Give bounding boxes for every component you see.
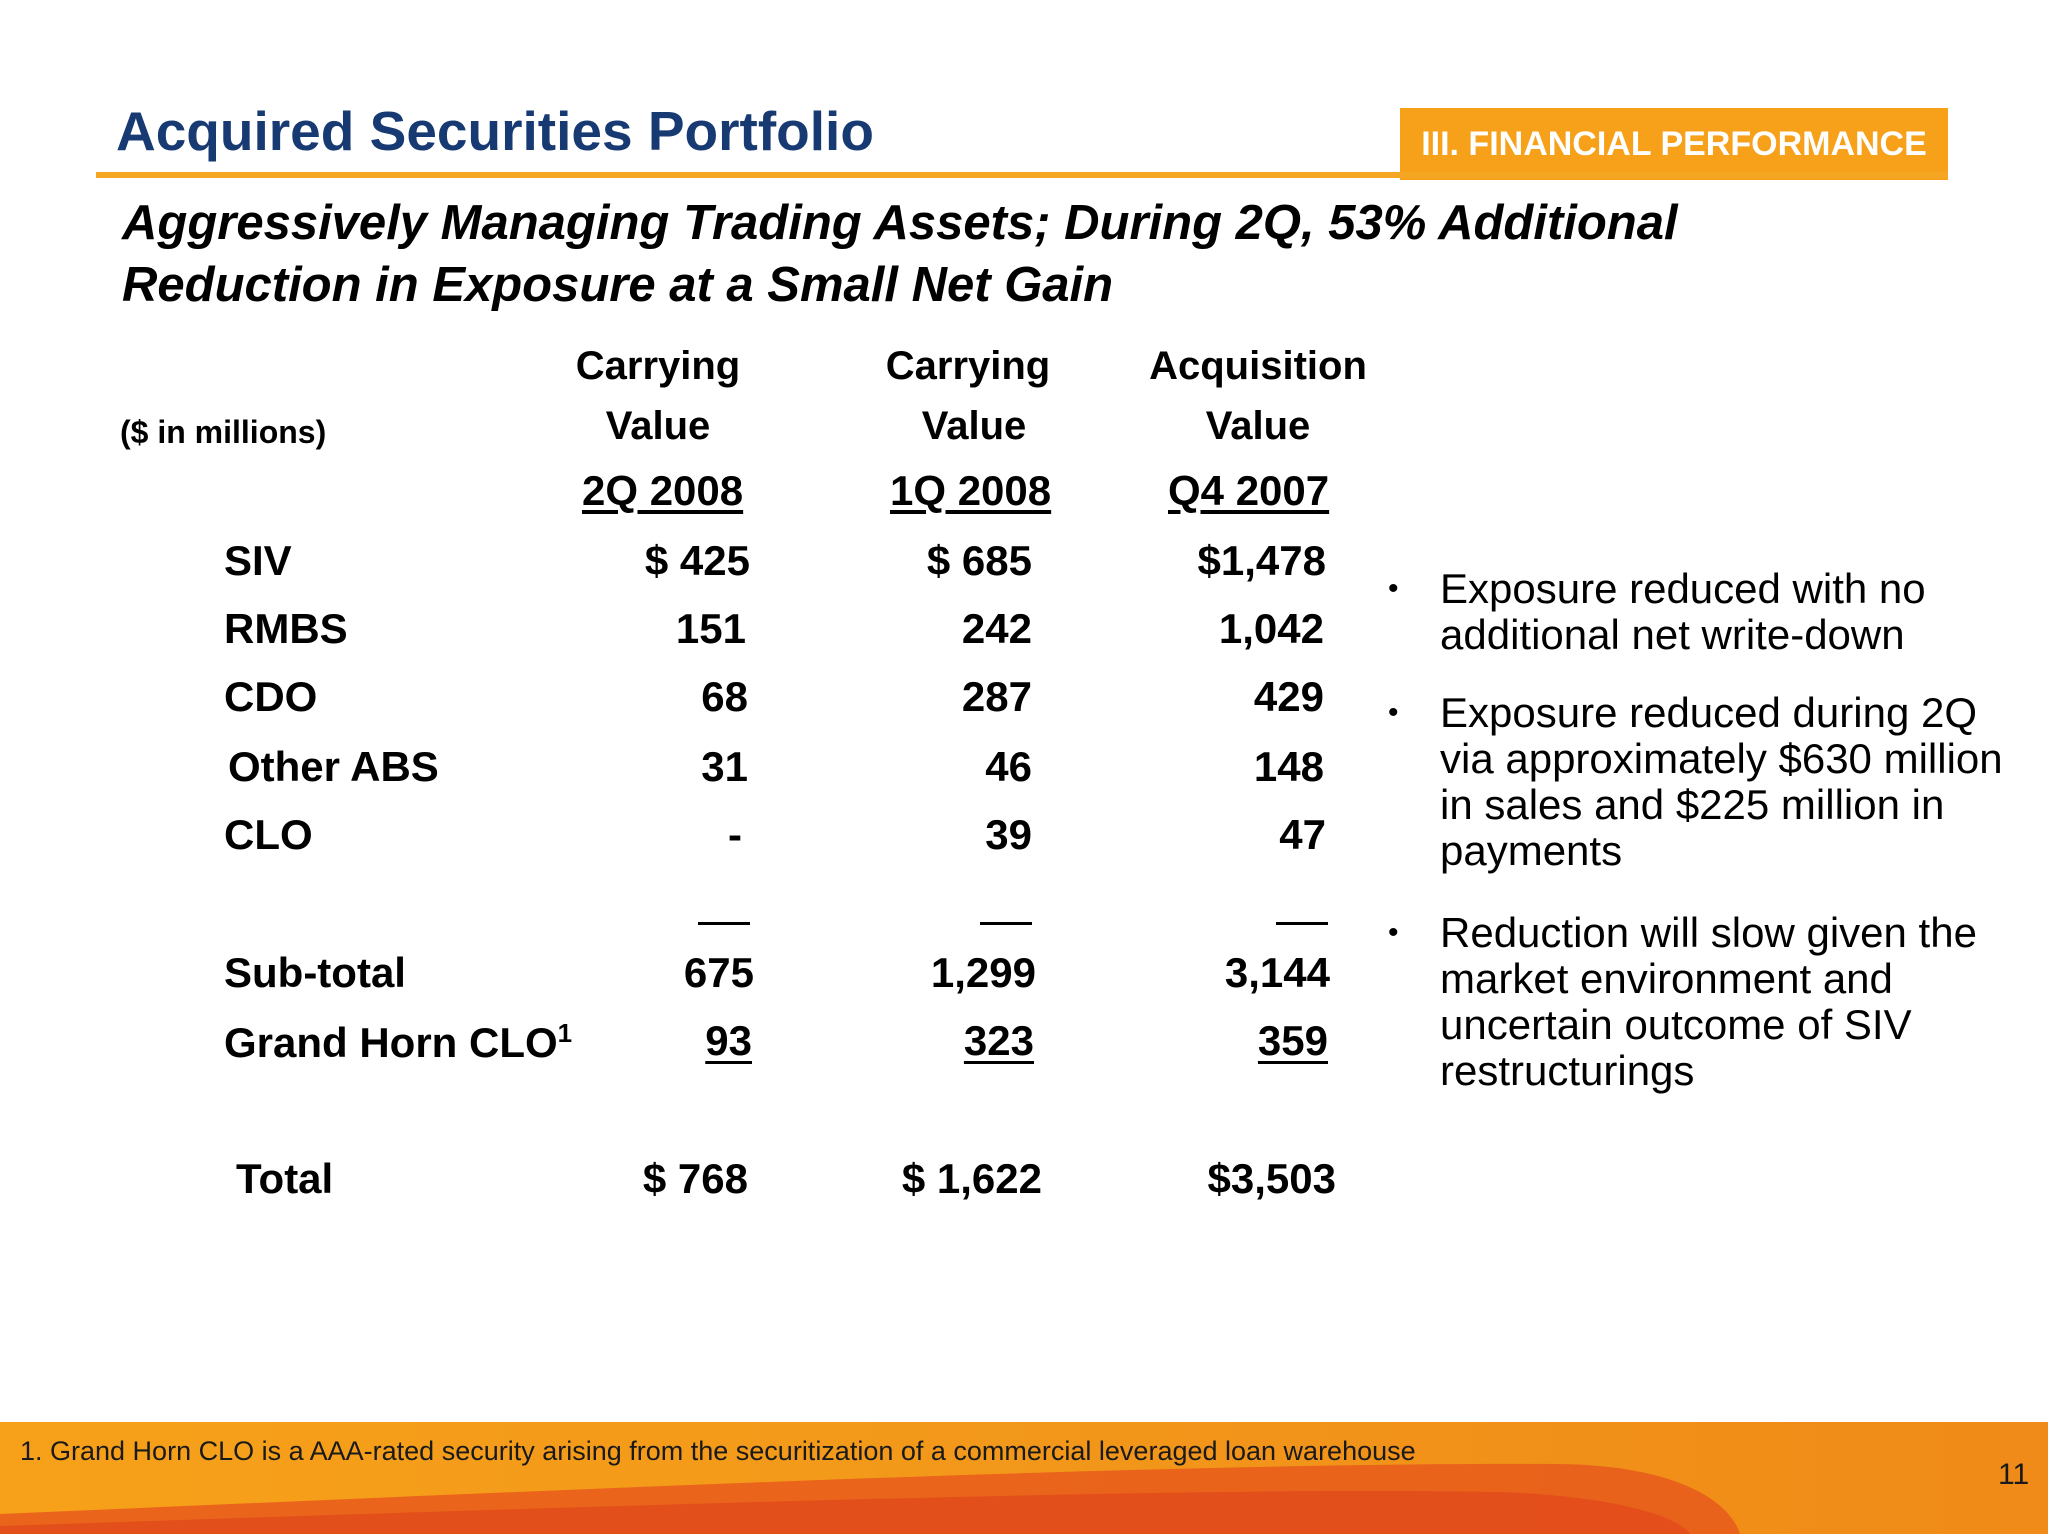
bullet-item: Exposure reduced during 2Q via approxima… bbox=[1380, 690, 2040, 874]
subtotal-rule-col2 bbox=[980, 922, 1032, 925]
cell-cdo-1q2008: 287 bbox=[961, 673, 1032, 720]
bullet-list: Exposure reduced with no additional net … bbox=[1380, 566, 2040, 1126]
cell-siv-1q2008: $ 685 bbox=[926, 537, 1032, 584]
section-badge: III. FINANCIAL PERFORMANCE bbox=[1400, 108, 1948, 180]
cell-grand-horn-2q2008: 93 bbox=[705, 1017, 752, 1064]
col2-header-line1: Carrying bbox=[885, 344, 1051, 388]
row-label-rmbs: RMBS bbox=[224, 605, 348, 652]
cell-rmbs-2q2008: 151 bbox=[675, 605, 746, 652]
footnote: 1. Grand Horn CLO is a AAA-rated securit… bbox=[20, 1436, 1416, 1466]
cell-other-abs-1q2008: 46 bbox=[985, 743, 1032, 790]
grand-horn-label-text: Grand Horn CLO bbox=[224, 1019, 558, 1066]
cell-total-2q2008: $ 768 bbox=[642, 1155, 748, 1202]
bullet-item: Exposure reduced with no additional net … bbox=[1380, 566, 2040, 658]
col3-header-line1: Acquisition bbox=[1149, 344, 1367, 388]
cell-other-abs-2q2008: 31 bbox=[701, 743, 748, 790]
footer-swoosh bbox=[0, 1463, 1740, 1534]
col1-header-line2: Value bbox=[605, 404, 711, 448]
subtotal-rule-col3 bbox=[1276, 922, 1328, 925]
cell-rmbs-1q2008: 242 bbox=[961, 605, 1032, 652]
row-label-cdo: CDO bbox=[224, 673, 318, 720]
col3-header-line2: Value bbox=[1205, 404, 1311, 448]
cell-total-q42007: $3,503 bbox=[1207, 1155, 1336, 1202]
cell-siv-q42007: $1,478 bbox=[1197, 537, 1326, 584]
footnote-marker: 1 bbox=[557, 1018, 573, 1048]
cell-clo-q42007: 47 bbox=[1279, 811, 1326, 858]
slide-title: Acquired Securities Portfolio bbox=[116, 100, 874, 162]
row-label-subtotal: Sub-total bbox=[224, 949, 406, 996]
row-label-grand-horn-clo: Grand Horn CLO1 bbox=[224, 1020, 572, 1064]
cell-cdo-q42007: 429 bbox=[1253, 673, 1324, 720]
cell-grand-horn-1q2008: 323 bbox=[963, 1017, 1034, 1064]
col3-period: Q4 2007 bbox=[1168, 467, 1330, 514]
cell-other-abs-q42007: 148 bbox=[1253, 743, 1324, 790]
cell-subtotal-q42007: 3,144 bbox=[1224, 949, 1330, 996]
bullet-item: Reduction will slow given the market env… bbox=[1380, 910, 2040, 1094]
row-label-other-abs: Other ABS bbox=[228, 743, 439, 790]
col1-period: 2Q 2008 bbox=[582, 467, 744, 514]
col1-header-line1: Carrying bbox=[575, 344, 741, 388]
row-label-siv: SIV bbox=[224, 537, 292, 584]
cell-cdo-2q2008: 68 bbox=[701, 673, 748, 720]
col2-header-line2: Value bbox=[921, 404, 1027, 448]
units-label: ($ in millions) bbox=[120, 414, 327, 450]
row-label-total: Total bbox=[236, 1155, 334, 1202]
cell-subtotal-1q2008: 1,299 bbox=[930, 949, 1036, 996]
title-divider bbox=[96, 172, 1948, 178]
cell-rmbs-q42007: 1,042 bbox=[1218, 605, 1324, 652]
subtotal-rule-col1 bbox=[698, 922, 750, 925]
slide-subtitle: Aggressively Managing Trading Assets; Du… bbox=[122, 196, 1678, 312]
cell-grand-horn-q42007: 359 bbox=[1257, 1017, 1328, 1064]
cell-clo-1q2008: 39 bbox=[985, 811, 1032, 858]
row-label-clo: CLO bbox=[224, 811, 313, 858]
cell-subtotal-2q2008: 675 bbox=[683, 949, 754, 996]
cell-siv-2q2008: $ 425 bbox=[644, 537, 750, 584]
col2-period: 1Q 2008 bbox=[890, 467, 1052, 514]
cell-total-1q2008: $ 1,622 bbox=[901, 1155, 1042, 1202]
cell-clo-2q2008: - bbox=[728, 811, 742, 858]
page-number: 11 bbox=[1998, 1458, 2030, 1491]
footer-band bbox=[0, 1422, 2048, 1534]
